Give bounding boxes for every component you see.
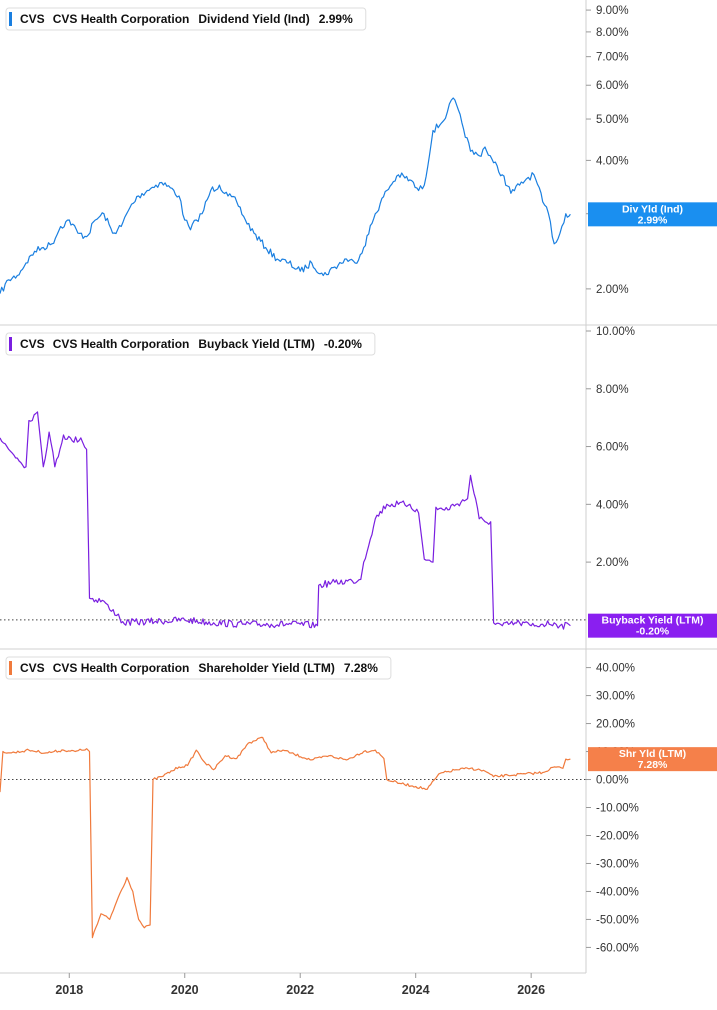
legend-swatch [9,337,12,351]
y-tick-label: 4.00% [596,499,629,511]
legend-company: CVS Health Corporation [53,337,190,351]
series-line [0,411,571,630]
value-badge-name: Buyback Yield (LTM) [602,615,704,627]
legend-metric: Shareholder Yield (LTM) [198,661,334,675]
panel-1: 2.00%3.00%4.00%5.00%6.00%7.00%8.00%9.00%… [0,0,717,325]
value-badge-name: Shr Yld (LTM) [619,748,686,760]
legend-metric: Dividend Yield (Ind) [198,12,309,26]
x-tick-label: 2018 [55,983,83,997]
legend: CVS CVS Health Corporation Shareholder Yie… [5,656,392,680]
value-badge: Shr Yld (LTM)7.28% [588,747,717,772]
legend-box [5,332,376,356]
value-badge-bg [588,202,717,227]
y-tick-label: -60.00% [596,942,639,954]
legend-ticker: CVS [20,12,45,26]
y-tick-label: -20.00% [596,830,639,842]
legend-swatch [9,12,12,26]
legend-box [5,656,392,680]
y-tick-label: 9.00% [596,5,629,17]
legend-box [5,7,367,31]
y-tick-label: 30.00% [596,691,635,703]
legend: CVS CVS Health Corporation Dividend Yield … [5,7,367,31]
value-badge-value: -0.20% [636,626,670,638]
legend-company: CVS Health Corporation [53,661,190,675]
series-line [0,736,571,939]
legend: CVS CVS Health Corporation Buyback Yield (… [5,332,376,356]
value-badge: Div Yld (Ind)2.99% [588,202,717,227]
legend-value: 7.28% [344,661,378,675]
y-tick-label: 0.00% [596,775,629,787]
legend-ticker: CVS [20,337,45,351]
value-badge: Buyback Yield (LTM)-0.20% [588,613,717,638]
y-tick-label: -10.00% [596,803,639,815]
y-tick-label: 2.00% [596,557,629,569]
x-tick-label: 2020 [171,983,199,997]
value-badge-value: 2.99% [638,214,668,226]
y-tick-label: 20.00% [596,719,635,731]
series-line [0,97,571,294]
value-badge-value: 7.28% [638,759,668,771]
y-tick-label: 40.00% [596,663,635,675]
y-tick-label: 8.00% [596,384,629,396]
value-badge-name: Div Yld (Ind) [622,203,683,215]
value-badge-bg [588,613,717,638]
x-tick-label: 2024 [402,983,430,997]
y-tick-label: 10.00% [596,326,635,338]
y-tick-label: 5.00% [596,114,629,126]
y-tick-label: 7.00% [596,52,629,64]
y-tick-label: 6.00% [596,442,629,454]
legend-company: CVS Health Corporation [53,12,190,26]
y-tick-label: 8.00% [596,27,629,39]
legend-value: 2.99% [319,12,353,26]
legend-swatch [9,661,12,675]
panel-2: 2.00% 4.00% 6.00% 8.00% 10.00% CVS CVS Health … [0,324,717,649]
panel-3: -60.00% -50.00% -40.00% -30.00% -20.00% -10.0… [0,648,717,973]
y-tick-label: -50.00% [596,914,639,926]
legend-metric: Buyback Yield (LTM) [198,337,314,351]
y-tick-label: 4.00% [596,155,629,167]
x-tick-label: 2022 [286,983,314,997]
legend-value: -0.20% [324,337,362,351]
y-tick-label: 6.00% [596,80,629,92]
value-badge-bg [588,747,717,772]
legend-ticker: CVS [20,661,45,675]
y-tick-label: 2.00% [596,284,629,296]
y-tick-label: -40.00% [596,886,639,898]
y-tick-label: -30.00% [596,858,639,870]
x-axis: 2018 2020 2022 2024 2026 [0,972,586,997]
x-tick-label: 2026 [517,983,545,997]
